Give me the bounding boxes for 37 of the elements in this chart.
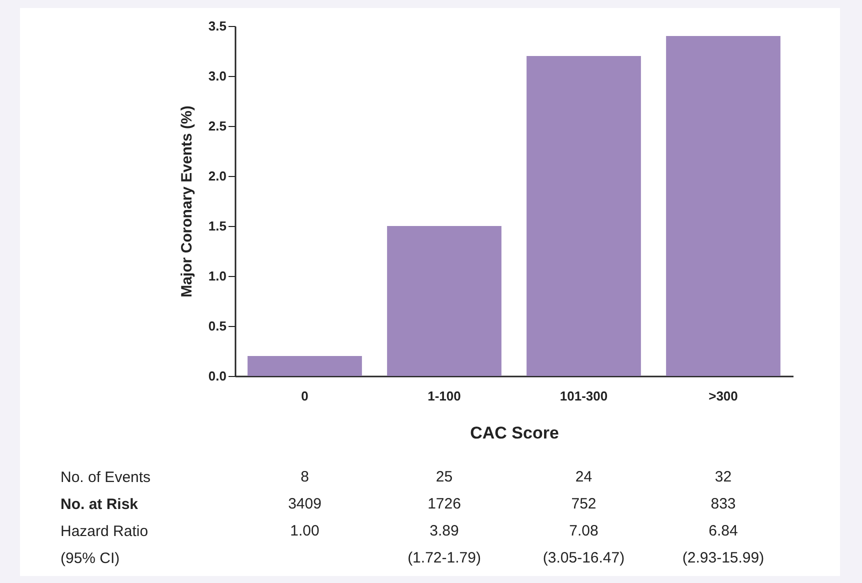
y-tick-label: 3.5 xyxy=(208,18,226,34)
bar xyxy=(526,56,641,376)
y-tick-label: 3.0 xyxy=(208,68,226,84)
text: 6.84 xyxy=(708,522,738,540)
text: 752 xyxy=(571,496,596,512)
x-axis-title: CAC Score xyxy=(470,424,559,442)
text: 833 xyxy=(710,496,736,512)
text: 24 xyxy=(575,468,592,486)
text: No. of Events xyxy=(60,469,151,486)
text: 7.08 xyxy=(569,522,598,540)
text: (1.72-1.79) xyxy=(408,550,481,566)
text: (2.93-15.99) xyxy=(682,550,764,566)
y-tick-label: 0.0 xyxy=(208,368,226,384)
y-tick-label: 2.0 xyxy=(208,168,226,184)
y-tick-label: 1.5 xyxy=(208,218,226,234)
text: No. at Risk xyxy=(60,496,139,513)
y-tick-label: 1.0 xyxy=(208,268,226,284)
text: 32 xyxy=(714,468,732,486)
text: 1.00 xyxy=(290,522,320,540)
text: (95% CI) xyxy=(60,550,120,567)
y-axis-title: Major Coronary Events (%) xyxy=(178,106,196,298)
y-tick-label: 0.5 xyxy=(208,318,226,334)
text: 3.89 xyxy=(430,522,459,540)
text: 1726 xyxy=(428,496,461,512)
bar xyxy=(387,226,502,376)
text: (3.05-16.47) xyxy=(542,550,625,566)
x-tick-label: 101-300 xyxy=(560,388,608,404)
x-tick-label: >300 xyxy=(708,388,738,404)
text: 8 xyxy=(300,468,309,486)
bar xyxy=(248,356,362,376)
text: 25 xyxy=(436,468,453,486)
y-tick-label: 2.5 xyxy=(208,118,226,134)
x-tick-label: 1-100 xyxy=(428,388,461,404)
text: 3409 xyxy=(288,496,322,512)
text: Hazard Ratio xyxy=(60,523,148,540)
x-tick-label: 0 xyxy=(301,388,308,404)
bar xyxy=(666,36,780,376)
